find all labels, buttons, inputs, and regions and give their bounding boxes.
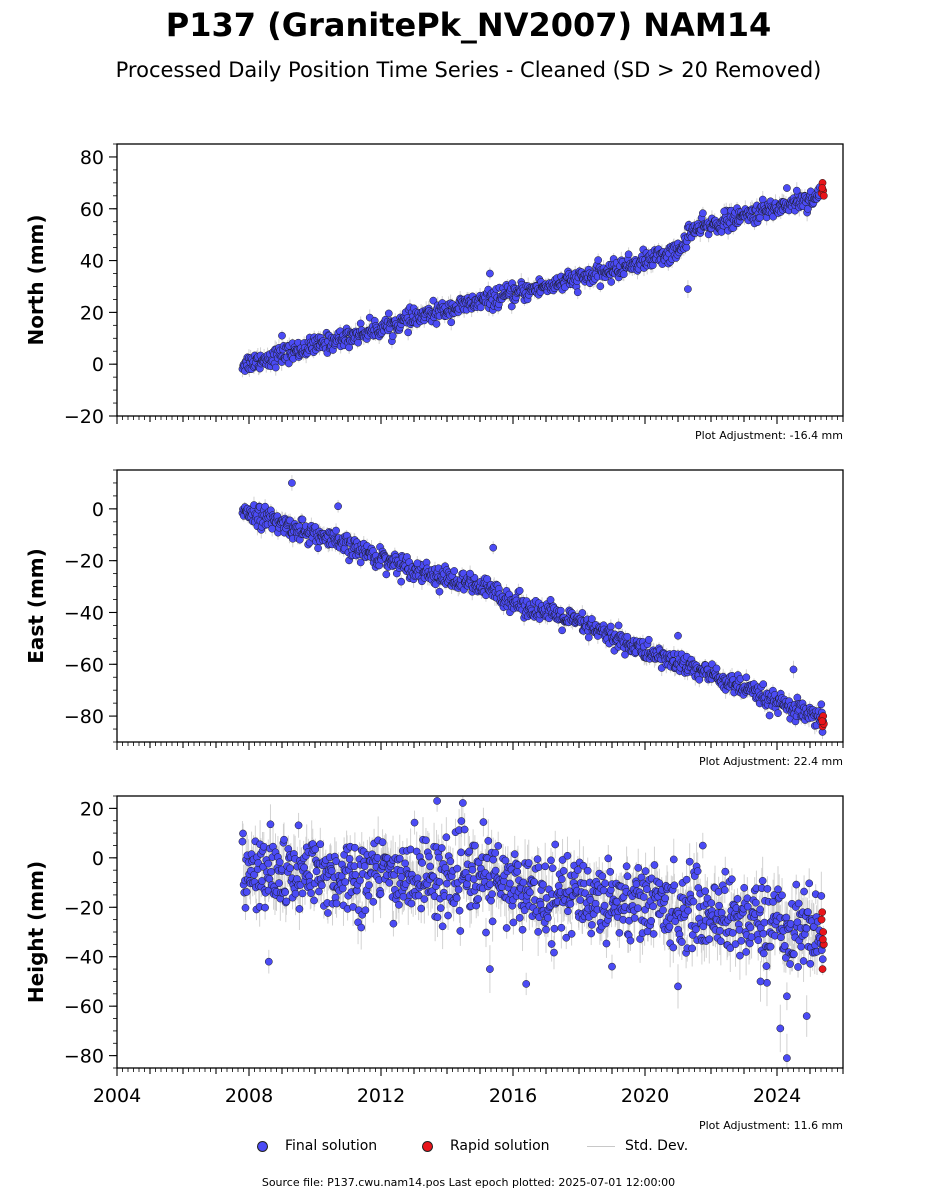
y-tick-label: 0: [92, 499, 104, 521]
final-point: [584, 633, 593, 642]
final-point: [388, 332, 397, 340]
y-tick-label: −80: [64, 706, 104, 728]
final-point: [435, 587, 444, 596]
final-point: [397, 577, 406, 586]
y-tick-label: −60: [64, 654, 104, 676]
final-point: [587, 615, 596, 623]
final-point: [720, 207, 729, 216]
y-tick-label: 40: [80, 251, 104, 273]
final-point: [404, 328, 412, 337]
final-point: [624, 250, 633, 259]
final-point: [712, 664, 721, 673]
panel-east: −80 −60 −40 −20 0 East (mm) Plot Adjustment: 2…: [24, 469, 844, 768]
final-point: [783, 184, 791, 192]
final-point: [284, 359, 293, 368]
final-point: [644, 635, 653, 644]
final-point: [621, 650, 629, 659]
y-tick-label: −20: [64, 406, 104, 428]
plot-adjustment: Plot Adjustment: 22.4 mm: [699, 755, 843, 768]
panel-height: 2004 2008 2012 2016 2020 2024−80−60−40−20020H…: [24, 795, 844, 1132]
axes-frame: [116, 469, 844, 743]
rapid-point: [820, 191, 828, 200]
y-tick-label: −40: [64, 602, 104, 624]
data-points: [238, 179, 828, 378]
y-tick-label: 80: [80, 147, 104, 169]
final-point: [486, 269, 494, 278]
final-point: [699, 209, 707, 218]
final-point: [684, 285, 692, 293]
final-point: [334, 502, 342, 511]
final-point: [759, 680, 768, 689]
final-point: [288, 479, 296, 487]
final-point: [507, 302, 516, 311]
y-tick-label: −20: [64, 551, 104, 573]
final-point: [742, 673, 751, 682]
final-point: [242, 888, 251, 896]
chart-subtitle: Processed Daily Position Time Series - C…: [115, 58, 822, 82]
final-point: [238, 837, 247, 846]
final-point: [239, 829, 247, 838]
final-point: [789, 665, 798, 674]
final-point: [466, 569, 474, 578]
final-point: [354, 338, 362, 347]
final-point: [476, 303, 485, 312]
final-point: [413, 559, 422, 568]
final-point: [332, 526, 340, 535]
final-point: [515, 586, 524, 595]
final-point: [573, 288, 582, 297]
final-point: [314, 544, 322, 553]
rapid-point: [818, 717, 827, 726]
data-points: [238, 475, 828, 740]
final-point: [271, 363, 280, 372]
final-point: [241, 904, 250, 912]
final-point: [596, 282, 605, 291]
final-point: [765, 711, 774, 720]
final-point: [384, 309, 393, 318]
y-tick-label: 60: [80, 199, 104, 221]
final-point: [429, 296, 438, 305]
final-point: [558, 626, 566, 635]
chart-title: P137 (GranitePk_NV2007) NAM14: [165, 6, 772, 44]
final-point: [432, 320, 441, 328]
final-point: [606, 622, 615, 631]
final-point: [356, 319, 365, 328]
final-point: [298, 515, 307, 524]
final-point: [483, 575, 492, 583]
final-point: [578, 609, 587, 617]
y-axis-label: North (mm): [24, 214, 48, 345]
plot-adjustment: Plot Adjustment: -16.4 mm: [695, 429, 843, 442]
final-point: [774, 709, 782, 717]
final-point: [382, 570, 391, 579]
final-point: [695, 675, 704, 684]
panel-north: −20 0 20 40 60 80 North (mm) Plot Adjustment: -…: [24, 143, 844, 442]
final-point: [619, 270, 628, 279]
data-points: [238, 796, 828, 1068]
final-point: [594, 256, 602, 264]
axes-frame: [116, 143, 844, 417]
y-tick-label: 0: [92, 354, 104, 376]
final-point: [623, 632, 632, 641]
final-point: [614, 621, 623, 630]
final-point: [278, 331, 286, 340]
final-point: [803, 205, 812, 213]
final-point: [356, 558, 365, 567]
final-point: [674, 631, 682, 640]
final-point: [556, 606, 565, 615]
final-point: [792, 186, 801, 195]
final-point: [817, 700, 826, 709]
final-point: [261, 502, 269, 511]
y-tick-label: 20: [80, 302, 104, 324]
y-axis-label: East (mm): [24, 548, 48, 664]
final-point: [546, 596, 555, 604]
rapid-point: [818, 184, 827, 192]
final-point: [447, 318, 456, 327]
final-point: [450, 567, 459, 575]
final-point: [607, 278, 616, 286]
final-point: [489, 543, 498, 552]
